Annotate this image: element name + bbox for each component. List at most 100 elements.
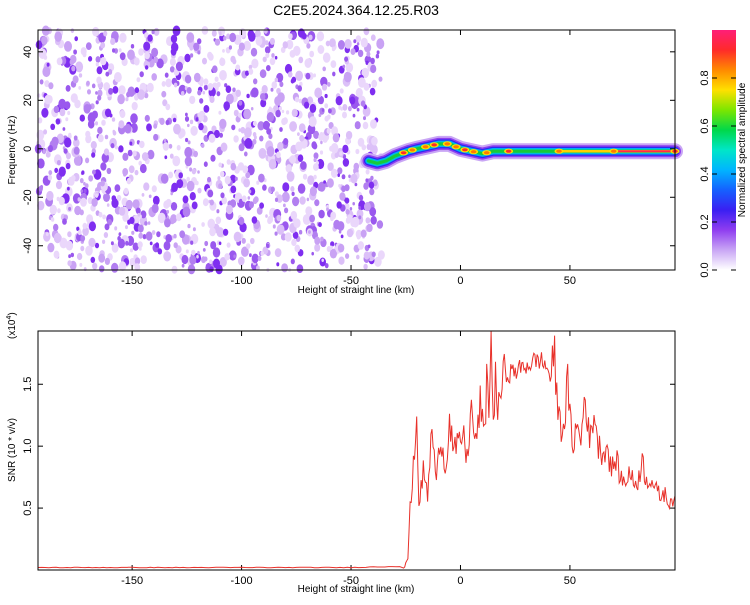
noise-blob <box>96 66 103 75</box>
noise-blob <box>67 110 71 116</box>
noise-blob <box>170 191 173 196</box>
noise-blob <box>173 242 178 249</box>
colorbar: 0.0 0.2 0.4 0.6 0.8 Normalized spectral ampl… <box>699 30 748 278</box>
noise-blob <box>86 80 90 86</box>
noise-blob <box>316 161 319 165</box>
noise-blob <box>153 133 159 141</box>
noise-blob <box>216 91 221 97</box>
noise-blob <box>213 129 220 139</box>
noise-blob <box>132 242 139 251</box>
noise-blob <box>313 157 317 163</box>
signal-peak-core <box>431 143 438 147</box>
noise-blob <box>234 176 238 181</box>
noise-blob <box>59 108 66 117</box>
noise-blob <box>366 223 373 233</box>
noise-blob <box>117 238 125 249</box>
noise-blob <box>184 74 192 84</box>
noise-blob <box>330 107 336 116</box>
noise-blob <box>202 57 207 65</box>
noise-blob <box>324 93 328 99</box>
noise-blob <box>281 118 287 126</box>
noise-blob <box>216 227 224 238</box>
noise-blob <box>209 227 216 237</box>
noise-blob <box>111 198 119 209</box>
noise-blob <box>126 177 132 185</box>
noise-blob <box>363 263 368 270</box>
noise-blob <box>43 129 48 135</box>
x-tick-label: -150 <box>121 275 143 287</box>
noise-blob <box>337 167 343 175</box>
noise-blob <box>241 237 246 244</box>
noise-blob <box>74 36 78 42</box>
noise-blob <box>187 123 190 128</box>
noise-blob <box>190 53 194 58</box>
noise-blob <box>239 222 247 233</box>
noise-blob <box>339 88 344 94</box>
noise-blob <box>332 71 336 77</box>
noise-blob <box>343 71 352 83</box>
noise-blob <box>134 169 139 176</box>
noise-blob <box>47 242 55 253</box>
noise-blob <box>274 55 278 60</box>
noise-blob <box>283 138 289 145</box>
noise-blob <box>159 117 165 125</box>
signal-peak-core <box>453 145 459 149</box>
noise-blob <box>259 202 264 209</box>
noise-blob <box>330 60 337 68</box>
noise-blob <box>230 162 237 171</box>
noise-blob <box>344 56 349 62</box>
noise-blob <box>55 180 63 190</box>
noise-blob <box>248 68 254 75</box>
noise-blob <box>125 97 129 102</box>
noise-blob <box>212 65 218 73</box>
noise-blob <box>147 221 151 225</box>
noise-blob <box>100 180 105 187</box>
noise-blob <box>268 158 277 170</box>
noise-blob <box>37 117 43 124</box>
noise-blob <box>345 62 354 73</box>
noise-blob <box>117 94 125 105</box>
noise-blob <box>68 206 72 211</box>
noise-blob <box>370 119 377 129</box>
noise-blob <box>48 82 54 90</box>
noise-blob <box>79 114 86 122</box>
noise-blob <box>247 196 251 200</box>
noise-blob <box>218 31 222 36</box>
noise-blob <box>135 207 141 215</box>
noise-blob <box>252 197 258 205</box>
noise-blob <box>311 251 315 256</box>
noise-blob <box>94 193 99 198</box>
noise-blob <box>245 171 251 179</box>
noise-blob <box>225 85 232 93</box>
noise-blob <box>342 144 349 154</box>
noise-blob <box>341 174 346 180</box>
noise-blob <box>326 246 332 252</box>
noise-blob <box>170 47 177 56</box>
noise-blob <box>284 207 289 214</box>
colorbar-tick-label: 0.0 <box>699 262 711 277</box>
noise-blob <box>233 135 239 143</box>
noise-blob <box>94 242 100 249</box>
noise-blob <box>257 255 262 261</box>
noise-blob <box>193 72 201 83</box>
noise-blob <box>118 261 127 272</box>
noise-blob <box>363 116 366 121</box>
noise-blob <box>244 138 253 149</box>
noise-blob <box>197 50 201 55</box>
noise-blob <box>179 230 186 239</box>
x-tick-label: -50 <box>343 275 359 287</box>
noise-blob <box>226 33 231 40</box>
noise-blob <box>207 176 212 183</box>
noise-blob <box>338 230 342 234</box>
noise-blob <box>108 88 114 95</box>
noise-blob <box>152 195 160 206</box>
noise-blob <box>226 242 231 248</box>
noise-blob <box>197 38 202 45</box>
noise-blob <box>207 218 216 229</box>
noise-blob <box>266 112 275 122</box>
noise-blob <box>185 249 189 254</box>
noise-blob <box>261 85 268 94</box>
noise-blob <box>171 182 179 192</box>
noise-blob <box>326 207 329 212</box>
noise-blob <box>214 76 219 82</box>
